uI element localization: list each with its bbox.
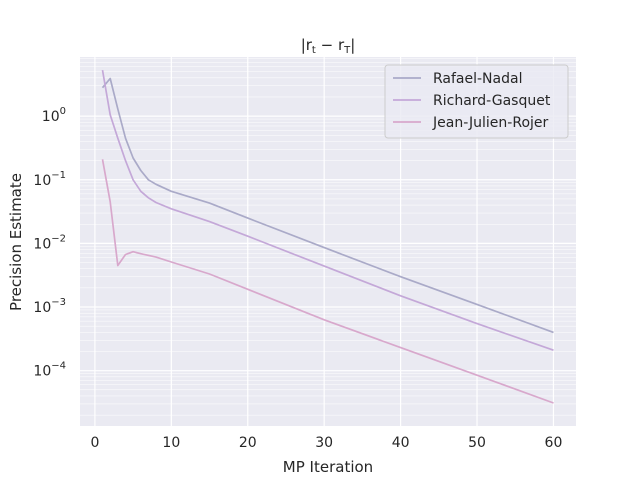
- chart-title: |rt − rT|: [301, 36, 356, 56]
- x-tick-label: 50: [468, 435, 486, 451]
- y-tick-label: 10−3: [33, 297, 66, 316]
- title-mid: − r: [316, 36, 345, 54]
- x-tick-label: 60: [545, 435, 563, 451]
- title-sub-T: T: [343, 45, 351, 56]
- legend-label: Jean-Julien-Rojer: [432, 115, 549, 131]
- y-tick-label: 10−1: [33, 170, 66, 189]
- title-sub-t: t: [312, 45, 316, 56]
- title-end: |: [350, 36, 355, 54]
- x-tick-label: 0: [90, 435, 99, 451]
- series-line-richard-gasquet: [101, 69, 554, 352]
- y-tick-label: 10−2: [33, 233, 66, 252]
- legend-box: [384, 64, 569, 139]
- y-axis-label: Precision Estimate: [7, 173, 25, 311]
- legend-label: Richard-Gasquet: [433, 93, 551, 109]
- x-tick-label: 30: [315, 435, 333, 451]
- legend: Rafael-Nadal Richard-Gasquet Jean-Julien-R…: [384, 64, 569, 139]
- series-line-jean-julien-rojer: [101, 159, 554, 404]
- x-tick-label: 10: [162, 435, 180, 451]
- y-tick-label: 10−4: [33, 361, 66, 380]
- series-layer: [101, 69, 554, 404]
- title-base: |r: [301, 36, 313, 54]
- series-line-rafael-nadal: [101, 77, 554, 334]
- tick-labels: 10−4 10−3 10−2 10−1 100 0 10 20 30 40 50 60: [33, 106, 562, 451]
- x-tick-label: 20: [239, 435, 257, 451]
- x-tick-label: 40: [392, 435, 410, 451]
- x-axis-label: MP Iteration: [283, 458, 373, 476]
- legend-label: Rafael-Nadal: [433, 71, 522, 87]
- y-tick-label: 100: [42, 106, 66, 125]
